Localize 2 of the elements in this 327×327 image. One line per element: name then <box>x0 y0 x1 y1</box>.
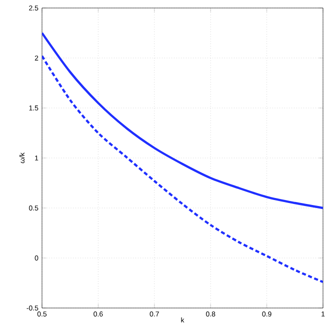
line-series <box>42 54 323 284</box>
line-series <box>42 32 323 210</box>
